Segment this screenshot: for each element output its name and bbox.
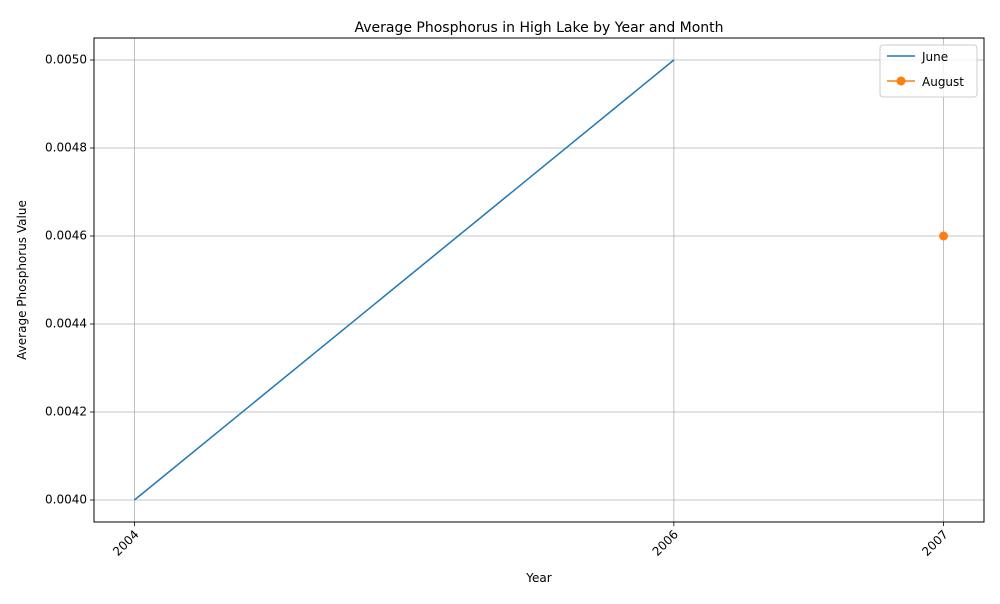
- legend-august-label: August: [922, 75, 964, 89]
- y-tick-label: 0.0040: [45, 493, 87, 507]
- legend-june-label: June: [921, 50, 948, 64]
- y-tick-label: 0.0048: [45, 141, 87, 155]
- x-axis-label: Year: [525, 571, 551, 585]
- series-line-june: [133, 59, 675, 501]
- legend-august-marker: [896, 76, 906, 86]
- data-point-august: [939, 231, 949, 241]
- plot-frame: [93, 37, 985, 523]
- y-tick-label: 0.0046: [45, 229, 87, 243]
- y-tick-label: 0.0042: [45, 405, 87, 419]
- y-tick-label: 0.0044: [45, 317, 87, 331]
- legend: June August: [879, 44, 978, 98]
- chart-title: Average Phosphorus in High Lake by Year …: [354, 20, 723, 36]
- y-tick-label: 0.0050: [45, 53, 87, 67]
- data-series: [133, 59, 949, 501]
- y-axis-label: Average Phosphorus Value: [15, 200, 29, 360]
